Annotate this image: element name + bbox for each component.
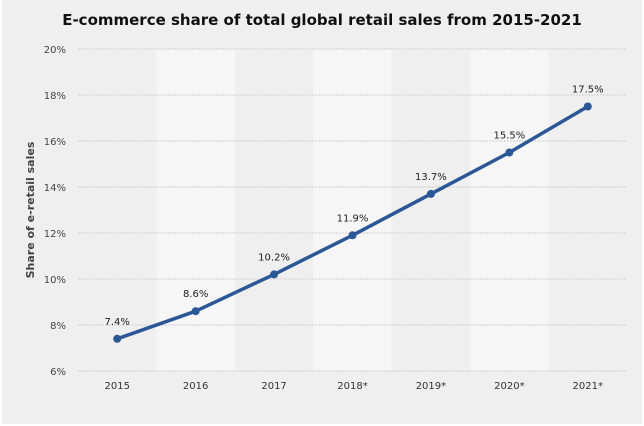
data-point[interactable] <box>191 307 200 316</box>
x-tick-label: 2016 <box>183 381 208 392</box>
y-tick-label: 18% <box>44 91 66 102</box>
data-point[interactable] <box>583 102 592 111</box>
y-tick-label: 8% <box>50 321 66 332</box>
y-tick-label: 6% <box>50 367 66 378</box>
y-axis-label: Share of e-retail sales <box>24 141 37 278</box>
y-tick-label: 20% <box>44 45 66 56</box>
y-tick-label: 12% <box>44 229 66 240</box>
column-band <box>156 49 235 371</box>
chart-title: E-commerce share of total global retail … <box>62 11 582 29</box>
data-point[interactable] <box>426 189 435 198</box>
y-tick-label: 14% <box>44 183 66 194</box>
data-label: 15.5% <box>493 131 525 142</box>
x-tick-label: 2021* <box>573 381 603 392</box>
x-tick-label: 2020* <box>494 381 524 392</box>
y-tick-label: 10% <box>44 275 66 286</box>
x-tick-label: 2019* <box>416 381 446 392</box>
data-label: 17.5% <box>572 85 604 96</box>
column-band <box>470 49 549 371</box>
data-point[interactable] <box>113 334 122 343</box>
x-tick-label: 2018* <box>337 381 367 392</box>
x-tick-label: 2017 <box>261 381 286 392</box>
data-point[interactable] <box>348 231 357 240</box>
x-tick-label: 2015 <box>104 381 129 392</box>
data-point[interactable] <box>505 148 514 157</box>
data-label: 10.2% <box>258 252 290 263</box>
data-label: 8.6% <box>183 289 208 300</box>
data-point[interactable] <box>270 270 279 279</box>
column-band <box>313 49 392 371</box>
y-tick-label: 16% <box>44 137 66 148</box>
data-label: 11.9% <box>337 213 369 224</box>
data-label: 13.7% <box>415 172 447 183</box>
data-label: 7.4% <box>105 317 130 328</box>
